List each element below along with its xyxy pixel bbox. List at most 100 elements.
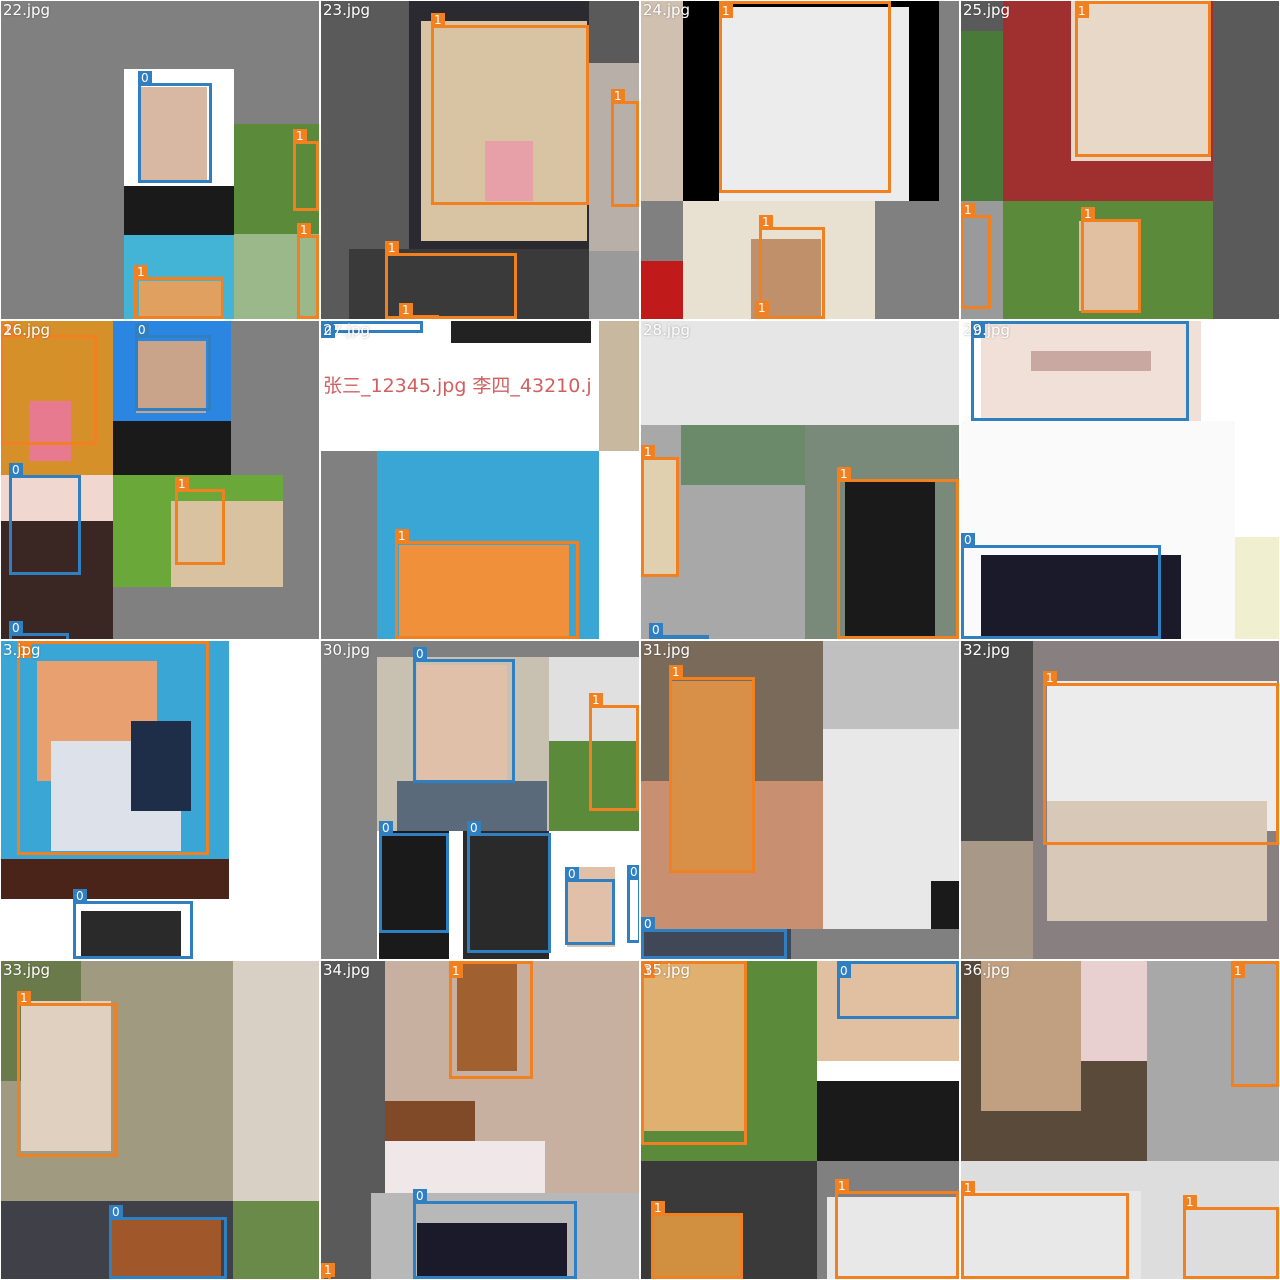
image-patch — [1081, 961, 1147, 1061]
class-id-tag: 1 — [755, 301, 769, 315]
class-id-tag: 1 — [321, 1263, 335, 1277]
face-bounding-box: 0 — [413, 1189, 577, 1279]
image-patch — [961, 201, 1003, 319]
class-id-tag: 0 — [467, 821, 481, 835]
image-patch — [719, 7, 909, 201]
class-id-tag: 1 — [449, 964, 463, 978]
dog-bounding-box: 1 — [837, 467, 959, 639]
image-patch — [81, 911, 181, 959]
image-patch — [417, 1223, 567, 1279]
mosaic-tile: 张三_12345.jpg 李四_43210.j 1 0 27.jpg — [321, 321, 639, 639]
image-patch — [234, 234, 319, 319]
dog-bounding-box: 1 — [669, 665, 755, 873]
image-patch — [385, 1141, 545, 1193]
dog-bounding-box: 1 — [1075, 1, 1211, 157]
image-patch — [981, 961, 1081, 1111]
image-patch — [641, 457, 679, 577]
image-patch — [817, 1061, 959, 1081]
class-id-tag: 1 — [1, 323, 15, 337]
face-bounding-box: 0 — [649, 623, 709, 639]
class-id-tag: 1 — [399, 303, 413, 317]
class-id-tag: 1 — [835, 1179, 849, 1193]
image-patch — [113, 421, 231, 475]
image-patch — [233, 961, 319, 1201]
image-patch — [233, 1201, 319, 1279]
class-id-tag: 1 — [589, 693, 603, 707]
face-bounding-box: 0 — [627, 865, 639, 943]
mosaic-tile: 1 1 1 36.jpg — [961, 961, 1279, 1279]
class-id-tag: 0 — [321, 324, 335, 338]
image-patch — [399, 545, 569, 639]
tile-filename: 24.jpg — [643, 1, 691, 19]
image-patch — [349, 249, 589, 319]
class-id-tag: 0 — [837, 964, 851, 978]
class-id-tag: 1 — [385, 241, 399, 255]
class-id-tag: 0 — [649, 623, 663, 637]
face-bounding-box: 0 — [413, 647, 515, 783]
image-patch — [1047, 801, 1267, 921]
image-patch — [589, 251, 639, 319]
face-bounding-box: 0 — [138, 71, 212, 183]
dog-bounding-box: 1 — [17, 991, 117, 1157]
face-bounding-box: 0 — [321, 321, 423, 338]
mosaic-tile: 1 1 1 24.jpg — [641, 1, 959, 319]
dog-bounding-box: 1 — [1, 323, 97, 445]
dog-bounding-box: 1 — [449, 961, 533, 1079]
class-id-tag: 1 — [669, 665, 683, 679]
tile-filename: 34.jpg — [323, 961, 371, 979]
tile-filename: 27.jpg — [323, 321, 371, 339]
face-bounding-box: 0 — [641, 917, 787, 959]
image-patch — [845, 481, 935, 639]
dog-bounding-box: 1 — [175, 477, 225, 565]
class-id-tag: 1 — [611, 89, 625, 103]
image-patch — [1071, 1, 1211, 161]
class-id-tag: 1 — [961, 1181, 975, 1195]
class-id-tag: 1 — [651, 1201, 665, 1215]
tile-filename: 35.jpg — [643, 961, 691, 979]
mosaic-tile: 1 1 1 25.jpg — [961, 1, 1279, 319]
tile-filename: 36.jpg — [963, 961, 1011, 979]
face-bounding-box: 0 — [837, 961, 959, 1019]
image-patch — [21, 1001, 111, 1151]
class-id-tag: 0 — [9, 621, 23, 635]
image-patch — [961, 841, 1033, 959]
class-id-tag: 1 — [297, 223, 311, 237]
class-id-tag: 1 — [17, 644, 31, 658]
class-id-tag: 0 — [109, 1205, 123, 1219]
mosaic-tile: 0 0 29.jpg — [961, 321, 1279, 639]
dog-bounding-box: 1 — [1183, 1195, 1279, 1279]
watermark-text: 张三_12345.jpg 李四_43210.j — [323, 375, 592, 397]
image-patch — [1, 521, 113, 639]
class-id-tag: 1 — [961, 203, 975, 217]
image-patch — [641, 1, 683, 201]
image-patch — [321, 451, 377, 639]
class-id-tag: 0 — [135, 323, 149, 337]
image-patch — [961, 1191, 1141, 1279]
face-bounding-box: 0 — [73, 889, 193, 959]
tile-filename: 3.jpg — [3, 641, 41, 659]
tile-filename: 26.jpg — [3, 321, 51, 339]
tile-filename: 28.jpg — [643, 321, 691, 339]
image-patch — [124, 186, 234, 236]
class-id-tag: 0 — [413, 647, 427, 661]
face-bounding-box: 0 — [379, 821, 449, 933]
dog-bounding-box: 1 — [1231, 961, 1279, 1087]
dog-bounding-box: 1 — [641, 961, 747, 1145]
face-bounding-box: 0 — [467, 821, 551, 953]
image-patch — [136, 341, 206, 413]
image-patch — [1, 859, 229, 899]
dog-bounding-box: 1 — [395, 529, 579, 639]
image-patch — [599, 321, 639, 451]
class-id-tag: 1 — [641, 445, 655, 459]
class-id-tag: 0 — [413, 1189, 427, 1203]
face-bounding-box: 0 — [109, 1205, 227, 1279]
class-id-tag: 1 — [759, 215, 773, 229]
class-id-tag: 0 — [73, 889, 87, 903]
dog-bounding-box: 1 — [399, 303, 439, 319]
class-id-tag: 1 — [1043, 671, 1057, 685]
image-patch — [669, 681, 753, 871]
class-id-tag: 1 — [17, 991, 31, 1005]
face-bounding-box: 0 — [9, 621, 69, 639]
image-patch — [681, 425, 805, 485]
image-patch — [379, 831, 449, 959]
